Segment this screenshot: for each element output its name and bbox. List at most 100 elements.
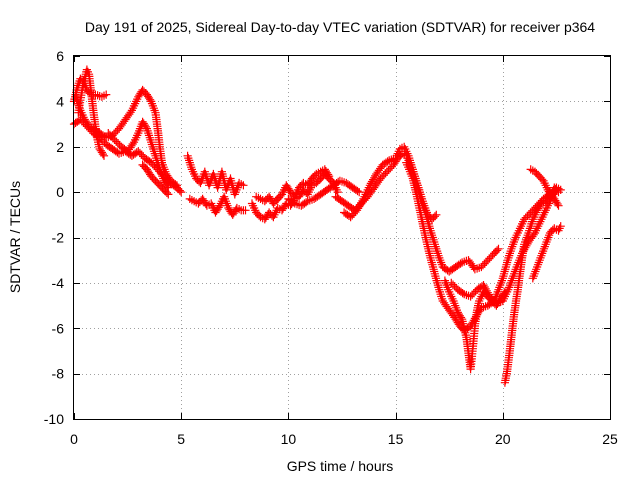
data-point bbox=[430, 212, 439, 221]
x-tick-label: 0 bbox=[70, 431, 78, 447]
data-point bbox=[376, 174, 385, 183]
data-point bbox=[113, 139, 123, 148]
data-point bbox=[324, 170, 333, 179]
x-tick-labels: 0 5 10 15 20 25 bbox=[70, 431, 618, 447]
data-point bbox=[556, 222, 565, 231]
x-axis-label: GPS time / hours bbox=[287, 458, 394, 474]
y-tick-label: -8 bbox=[52, 366, 65, 382]
data-point bbox=[485, 292, 494, 301]
series-track-j bbox=[252, 165, 334, 208]
data-point bbox=[521, 213, 530, 222]
data-point bbox=[346, 213, 355, 222]
data-point bbox=[489, 295, 498, 304]
data-point bbox=[150, 161, 159, 171]
data-point bbox=[553, 199, 562, 209]
x-tick-label: 10 bbox=[281, 431, 297, 447]
data-point bbox=[175, 186, 184, 195]
series-track-s bbox=[526, 165, 565, 201]
data-point bbox=[466, 292, 475, 301]
y-axis-label: SDTVAR / TECUs bbox=[7, 181, 23, 293]
data-point bbox=[493, 246, 502, 255]
data-points bbox=[69, 65, 565, 387]
series-track-h bbox=[185, 192, 250, 219]
data-point bbox=[450, 282, 459, 291]
data-point bbox=[241, 206, 250, 215]
data-point bbox=[135, 148, 144, 158]
data-point bbox=[554, 201, 563, 210]
data-point bbox=[487, 294, 496, 303]
data-point bbox=[483, 256, 492, 265]
data-point bbox=[482, 257, 491, 266]
data-point bbox=[448, 280, 458, 289]
data-point bbox=[111, 127, 120, 137]
data-point bbox=[523, 211, 532, 220]
x-tick-label: 25 bbox=[602, 431, 618, 447]
grid bbox=[74, 56, 610, 419]
data-point bbox=[378, 172, 387, 181]
y-tick-label: -2 bbox=[52, 230, 65, 246]
data-point bbox=[325, 172, 334, 181]
data-point bbox=[355, 188, 364, 197]
y-tick-label: 6 bbox=[56, 48, 64, 64]
x-tick-label: 15 bbox=[388, 431, 404, 447]
data-point bbox=[382, 167, 392, 176]
data-point bbox=[109, 134, 118, 143]
data-point bbox=[353, 186, 362, 196]
data-point bbox=[494, 244, 503, 253]
data-point bbox=[164, 190, 173, 199]
data-point bbox=[137, 150, 146, 159]
data-point bbox=[110, 135, 119, 144]
data-point bbox=[468, 290, 477, 299]
plot-frame bbox=[73, 55, 611, 420]
data-point bbox=[469, 289, 478, 298]
data-point bbox=[486, 252, 496, 261]
y-tick-label: 4 bbox=[56, 93, 64, 109]
data-point bbox=[477, 262, 486, 272]
y-tick-label: -4 bbox=[52, 275, 65, 291]
series-track-m bbox=[340, 142, 503, 276]
data-point bbox=[384, 165, 393, 175]
y-tick-label: 0 bbox=[56, 184, 64, 200]
series-track-e bbox=[104, 117, 173, 192]
data-point bbox=[98, 150, 107, 159]
data-point bbox=[556, 185, 565, 194]
data-point bbox=[104, 129, 113, 138]
data-point bbox=[381, 169, 390, 178]
data-point bbox=[485, 254, 494, 263]
data-point bbox=[386, 164, 395, 173]
data-point bbox=[348, 211, 357, 220]
data-point bbox=[432, 210, 441, 219]
data-point bbox=[177, 188, 186, 197]
data-point bbox=[112, 137, 121, 146]
x-tick-label: 20 bbox=[495, 431, 511, 447]
series-track-g bbox=[183, 151, 248, 199]
data-point bbox=[163, 181, 172, 190]
data-point bbox=[171, 180, 180, 189]
series-track-k bbox=[284, 176, 364, 210]
chart-title: Day 191 of 2025, Sidereal Day-to-day VTE… bbox=[85, 19, 595, 35]
data-point bbox=[107, 132, 116, 141]
data-point bbox=[102, 90, 111, 99]
data-point bbox=[172, 181, 181, 190]
data-point bbox=[456, 313, 466, 322]
data-point bbox=[520, 215, 529, 224]
data-point bbox=[379, 171, 388, 180]
data-point bbox=[447, 278, 456, 287]
y-tick-labels: -10 -8 -6 -4 -2 0 2 4 6 bbox=[44, 48, 64, 427]
y-tick-label: -6 bbox=[52, 320, 65, 336]
series-track-d bbox=[74, 65, 109, 160]
data-point bbox=[162, 188, 171, 197]
x-tick-label: 5 bbox=[177, 431, 185, 447]
y-tick-label: 2 bbox=[56, 139, 64, 155]
series-track-r bbox=[528, 222, 565, 283]
data-point bbox=[105, 130, 114, 139]
data-point bbox=[239, 181, 248, 190]
data-point bbox=[480, 259, 489, 268]
data-point bbox=[349, 209, 358, 218]
series-track-f bbox=[138, 160, 173, 199]
data-point bbox=[99, 151, 109, 160]
series-track-n bbox=[402, 158, 561, 335]
data-point bbox=[478, 261, 488, 270]
y-tick-label: -10 bbox=[44, 411, 64, 427]
